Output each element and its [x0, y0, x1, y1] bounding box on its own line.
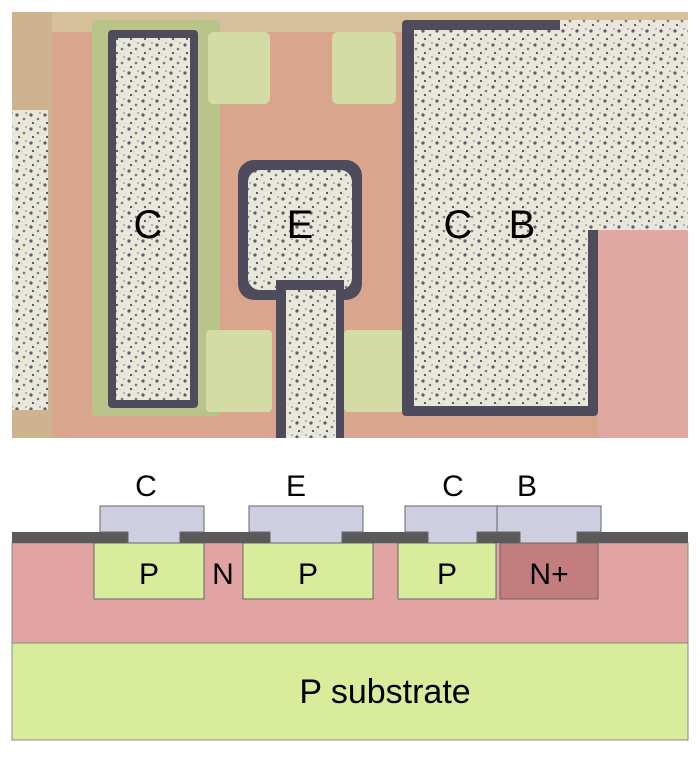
- die-label-e: E: [287, 203, 314, 247]
- die-base-metal: [560, 20, 688, 230]
- oxide-layer: [12, 532, 688, 543]
- die-right-pink: [598, 230, 688, 438]
- metal-contact-e: [248, 505, 364, 544]
- p-region-collector-right: [397, 542, 497, 600]
- die-collector-left-inner: [116, 38, 190, 400]
- die-left-strip: [12, 110, 48, 410]
- region-label-p-1: P: [139, 558, 159, 591]
- terminal-label-e: E: [286, 470, 306, 503]
- die-window-1: [208, 32, 270, 104]
- region-label-n-plus: N+: [529, 558, 568, 591]
- die-window-2: [332, 32, 396, 104]
- substrate-label: P substrate: [299, 673, 470, 711]
- die-emitter-pad: [248, 170, 352, 290]
- die-label-c-left: C: [134, 203, 163, 247]
- region-label-p-3: P: [437, 558, 457, 591]
- region-label-n: N: [212, 558, 234, 591]
- p-substrate: [11, 642, 689, 741]
- die-window-4: [344, 330, 404, 412]
- terminal-label-c-right: C: [442, 470, 464, 503]
- die-emitter-lead-inner: [286, 290, 336, 438]
- die-collector-right-inner: [414, 30, 588, 406]
- terminal-label-c-left: C: [135, 470, 157, 503]
- die-window-3: [206, 330, 272, 412]
- die-photo: C E C B: [12, 12, 688, 438]
- cross-section: C E C B P N P P N+ P substrate: [11, 470, 689, 741]
- metal-contact-b: [496, 505, 602, 544]
- metal-contact-c-left: [99, 505, 205, 544]
- p-region-emitter: [242, 542, 374, 600]
- terminal-label-b: B: [517, 470, 537, 503]
- die-label-b: B: [509, 203, 536, 247]
- p-region-collector-left: [93, 542, 205, 600]
- region-label-p-2: P: [298, 558, 318, 591]
- die-label-c-right: C: [444, 203, 473, 247]
